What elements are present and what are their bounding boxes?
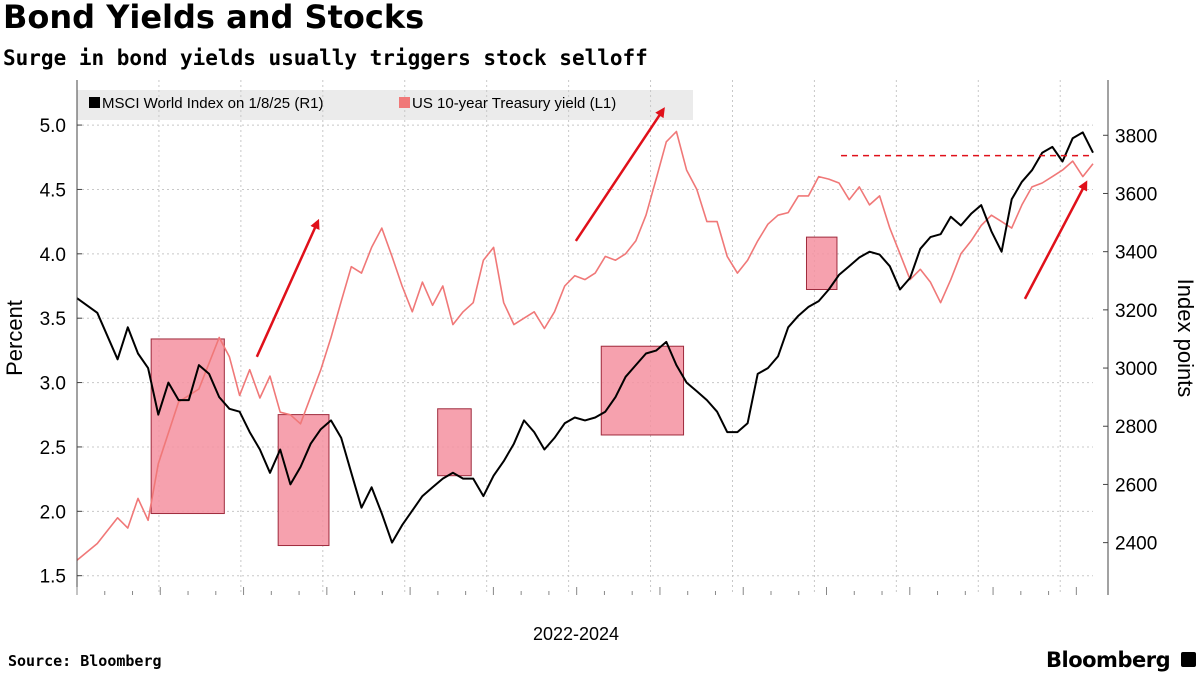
y-left-tick-label: 4.0 — [40, 245, 66, 266]
y-left-tick-label: 2.0 — [40, 502, 66, 523]
trend-arrow — [574, 107, 665, 242]
legend-label-yield: US 10-year Treasury yield (L1) — [412, 95, 616, 112]
y-axis-left-title: Percent — [2, 300, 27, 376]
legend-swatch-yield — [399, 97, 410, 108]
brand-logo: Bloomberg — [1046, 648, 1171, 672]
x-axis-label: 2022-2024 — [533, 624, 619, 644]
series-line-stock — [76, 131, 1094, 544]
annotations — [255, 107, 1093, 358]
y-left-tick-label: 2.5 — [40, 438, 66, 459]
y-right-tick-label: 3000 — [1115, 359, 1157, 380]
y-right-tick-label: 3800 — [1115, 126, 1157, 147]
highlight-box — [600, 345, 685, 436]
y-right-tick-label: 2400 — [1115, 534, 1157, 555]
trend-arrow — [255, 218, 320, 358]
y-left-tick-label: 5.0 — [40, 116, 66, 137]
y-right-tick-label: 3400 — [1115, 243, 1157, 264]
y-right-tick-label: 2800 — [1115, 417, 1157, 438]
axes — [76, 80, 1109, 595]
highlight-box — [437, 408, 472, 477]
y-right-tick-label: 3600 — [1115, 184, 1157, 205]
brand-mark-icon — [1181, 652, 1196, 667]
chart-title: Bond Yields and Stocks — [3, 0, 425, 36]
highlight-box — [805, 236, 838, 290]
series-lines — [76, 130, 1094, 561]
highlight-box — [150, 338, 225, 515]
legend: MSCI World Index on 1/8/25 (R1) US 10-ye… — [89, 95, 616, 112]
highlight-box — [277, 414, 330, 547]
right-axis-ticks: 2400 2600 2800 3000 3200 3400 3600 3800 — [1103, 126, 1157, 555]
trend-arrow — [1023, 180, 1088, 300]
series-line-yield — [76, 130, 1094, 561]
y-right-tick-label: 3200 — [1115, 301, 1157, 322]
y-axis-right-title: Index points — [1173, 279, 1198, 398]
legend-background — [77, 90, 693, 120]
left-axis-ticks: 1.5 2.0 2.5 3.0 3.5 4.0 4.5 5.0 — [40, 116, 82, 588]
y-left-tick-label: 3.0 — [40, 374, 66, 395]
y-left-tick-label: 1.5 — [40, 567, 66, 588]
legend-label-stock: MSCI World Index on 1/8/25 (R1) — [102, 95, 323, 112]
y-left-tick-label: 4.5 — [40, 180, 66, 201]
y-right-tick-label: 2600 — [1115, 475, 1157, 496]
source-note: Source: Bloomberg — [8, 652, 162, 670]
y-left-tick-label: 3.5 — [40, 309, 66, 330]
highlight-boxes — [150, 236, 838, 547]
legend-swatch-stock — [89, 97, 100, 108]
gridlines — [77, 80, 1093, 595]
chart-subtitle: Surge in bond yields usually triggers st… — [3, 46, 648, 70]
